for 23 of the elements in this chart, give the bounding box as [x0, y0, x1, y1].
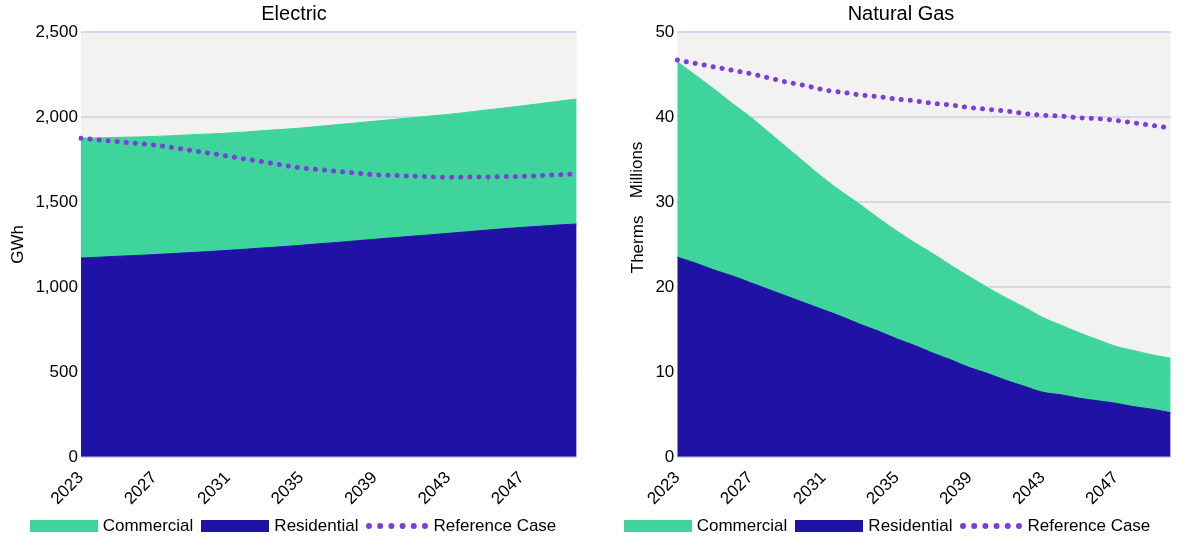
text: Millions — [627, 141, 647, 199]
y-tick-label: 2,000 — [35, 106, 78, 126]
chart-title: Natural Gas — [847, 1, 955, 24]
legend-label: Residential — [274, 516, 359, 536]
y-axis-title: Therms — [627, 215, 647, 274]
legend-label: Commercial — [102, 516, 194, 536]
y-tick-label: 50 — [655, 21, 675, 41]
y-tick-label: 2,500 — [35, 21, 78, 41]
legend-label: Residential — [868, 516, 953, 536]
y-tick-label: 1,500 — [35, 191, 78, 211]
y-tick-label: 1,000 — [35, 276, 78, 296]
y-tick-label: 30 — [655, 191, 675, 211]
legend-label: Reference Case — [433, 516, 557, 536]
y-axis-title: GWh — [7, 225, 27, 264]
y-tick-label: 0 — [68, 446, 78, 466]
chart-title: Electric — [261, 1, 327, 24]
y-tick-label: 10 — [655, 361, 675, 381]
legend-label: Reference Case — [1027, 516, 1151, 536]
legend-label: Commercial — [696, 516, 788, 536]
y-tick-label: 20 — [655, 276, 675, 296]
y-tick-label: 500 — [49, 361, 78, 381]
y-tick-label: 40 — [655, 106, 675, 126]
y-tick-label: 0 — [664, 446, 675, 466]
